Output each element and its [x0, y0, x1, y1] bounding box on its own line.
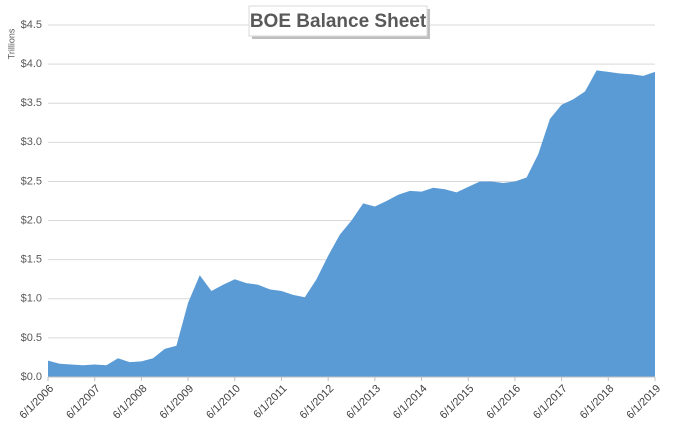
title-group: BOE Balance Sheet: [248, 5, 430, 39]
area: [48, 70, 655, 377]
title-box: [248, 5, 428, 37]
x-tick-label: 6/1/2007: [64, 383, 103, 422]
x-tick-label: 6/1/2009: [157, 383, 196, 422]
y-tick-label: $2.5: [21, 175, 42, 187]
y-tick-label: $0.0: [21, 371, 42, 383]
x-tick-label: 6/1/2018: [578, 383, 617, 422]
x-tick-label: 6/1/2017: [531, 383, 570, 422]
x-tick-label: 6/1/2013: [344, 383, 383, 422]
x-tick-label: 6/1/2016: [484, 383, 523, 422]
y-axis-label: Trillions: [6, 28, 16, 59]
x-tick-label: 6/1/2006: [17, 383, 56, 422]
y-tick-label: $1.0: [21, 293, 42, 305]
x-tick-label: 6/1/2012: [298, 383, 337, 422]
y-tick-label: $0.5: [21, 332, 42, 344]
x-tick-label: 6/1/2015: [438, 383, 477, 422]
x-tick-label: 6/1/2019: [624, 383, 663, 422]
y-tick-label: $4.5: [21, 19, 42, 31]
y-tick-label: $4.0: [21, 58, 42, 70]
x-tick-label: 6/1/2014: [391, 383, 430, 422]
x-tick-label: 6/1/2008: [111, 383, 150, 422]
y-tick-label: $3.5: [21, 97, 42, 109]
y-tick-label: $2.0: [21, 214, 42, 226]
y-tick-label: $3.0: [21, 136, 42, 148]
x-tick-label: 6/1/2011: [251, 383, 289, 421]
y-tick-label: $1.5: [21, 254, 42, 266]
chart-title: BOE Balance Sheet: [250, 11, 427, 32]
x-tick-label: 6/1/2010: [204, 383, 243, 422]
